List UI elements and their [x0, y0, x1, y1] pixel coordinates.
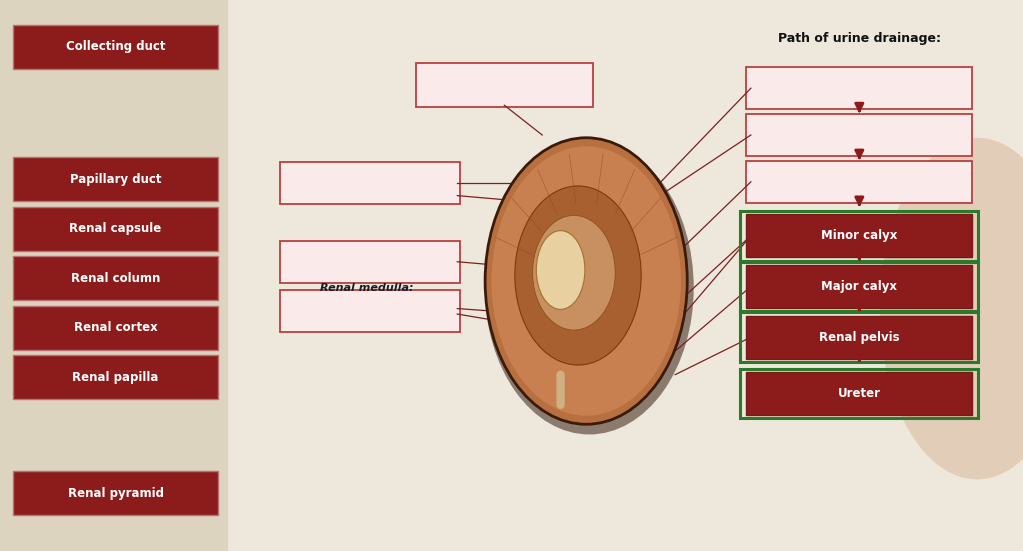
- FancyBboxPatch shape: [280, 290, 460, 332]
- Ellipse shape: [533, 215, 615, 330]
- Ellipse shape: [880, 138, 1023, 479]
- FancyBboxPatch shape: [415, 63, 593, 107]
- FancyBboxPatch shape: [13, 157, 218, 201]
- Ellipse shape: [515, 186, 641, 365]
- Ellipse shape: [536, 230, 585, 310]
- FancyBboxPatch shape: [746, 372, 972, 415]
- Text: Path of urine drainage:: Path of urine drainage:: [777, 32, 941, 45]
- FancyBboxPatch shape: [280, 162, 460, 204]
- Text: Collecting duct: Collecting duct: [65, 40, 166, 53]
- FancyBboxPatch shape: [746, 67, 972, 109]
- Text: Renal pelvis: Renal pelvis: [819, 331, 899, 344]
- Ellipse shape: [485, 138, 687, 424]
- Text: Papillary duct: Papillary duct: [70, 172, 162, 186]
- FancyBboxPatch shape: [280, 241, 460, 283]
- Text: Renal pyramid: Renal pyramid: [68, 487, 164, 500]
- FancyBboxPatch shape: [746, 316, 972, 359]
- Text: Renal papilla: Renal papilla: [73, 371, 159, 384]
- Text: Ureter: Ureter: [838, 387, 881, 400]
- Text: Major calyx: Major calyx: [821, 280, 897, 293]
- Ellipse shape: [491, 147, 681, 415]
- FancyBboxPatch shape: [746, 214, 972, 257]
- Text: Renal cortex: Renal cortex: [74, 321, 158, 334]
- FancyBboxPatch shape: [746, 265, 972, 308]
- FancyBboxPatch shape: [746, 161, 972, 203]
- Text: Minor calyx: Minor calyx: [821, 229, 897, 242]
- FancyBboxPatch shape: [746, 114, 972, 156]
- Text: Renal capsule: Renal capsule: [70, 222, 162, 235]
- FancyBboxPatch shape: [13, 471, 218, 515]
- Text: Renal medulla:: Renal medulla:: [320, 283, 413, 293]
- FancyBboxPatch shape: [13, 256, 218, 300]
- FancyBboxPatch shape: [13, 207, 218, 251]
- FancyBboxPatch shape: [13, 25, 218, 69]
- Ellipse shape: [485, 141, 694, 434]
- FancyBboxPatch shape: [13, 306, 218, 350]
- Text: Renal column: Renal column: [71, 272, 161, 285]
- FancyBboxPatch shape: [13, 355, 218, 399]
- FancyBboxPatch shape: [0, 0, 227, 551]
